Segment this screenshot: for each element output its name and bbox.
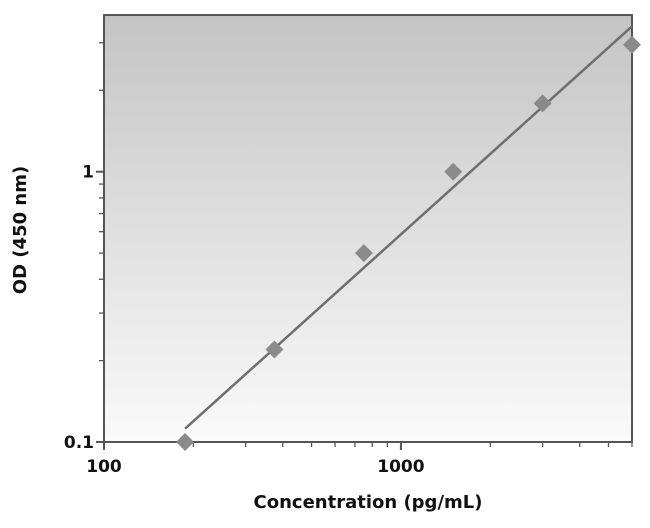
y-tick-label: 1 [82, 163, 94, 183]
data-point [176, 433, 195, 451]
x-tick-label: 100 [86, 457, 122, 477]
plot-area [103, 14, 633, 443]
x-tick-label: 1000 [377, 457, 424, 477]
data-point [623, 35, 641, 54]
y-axis-label: OD (450 nm) [10, 166, 31, 294]
y-tick-label: 0.1 [64, 433, 94, 453]
data-point [265, 340, 284, 359]
x-axis-label: Concentration (pg/mL) [254, 492, 483, 513]
data-point [444, 162, 463, 181]
fit-line [184, 25, 633, 430]
data-point [533, 94, 552, 113]
data-point [354, 244, 373, 263]
